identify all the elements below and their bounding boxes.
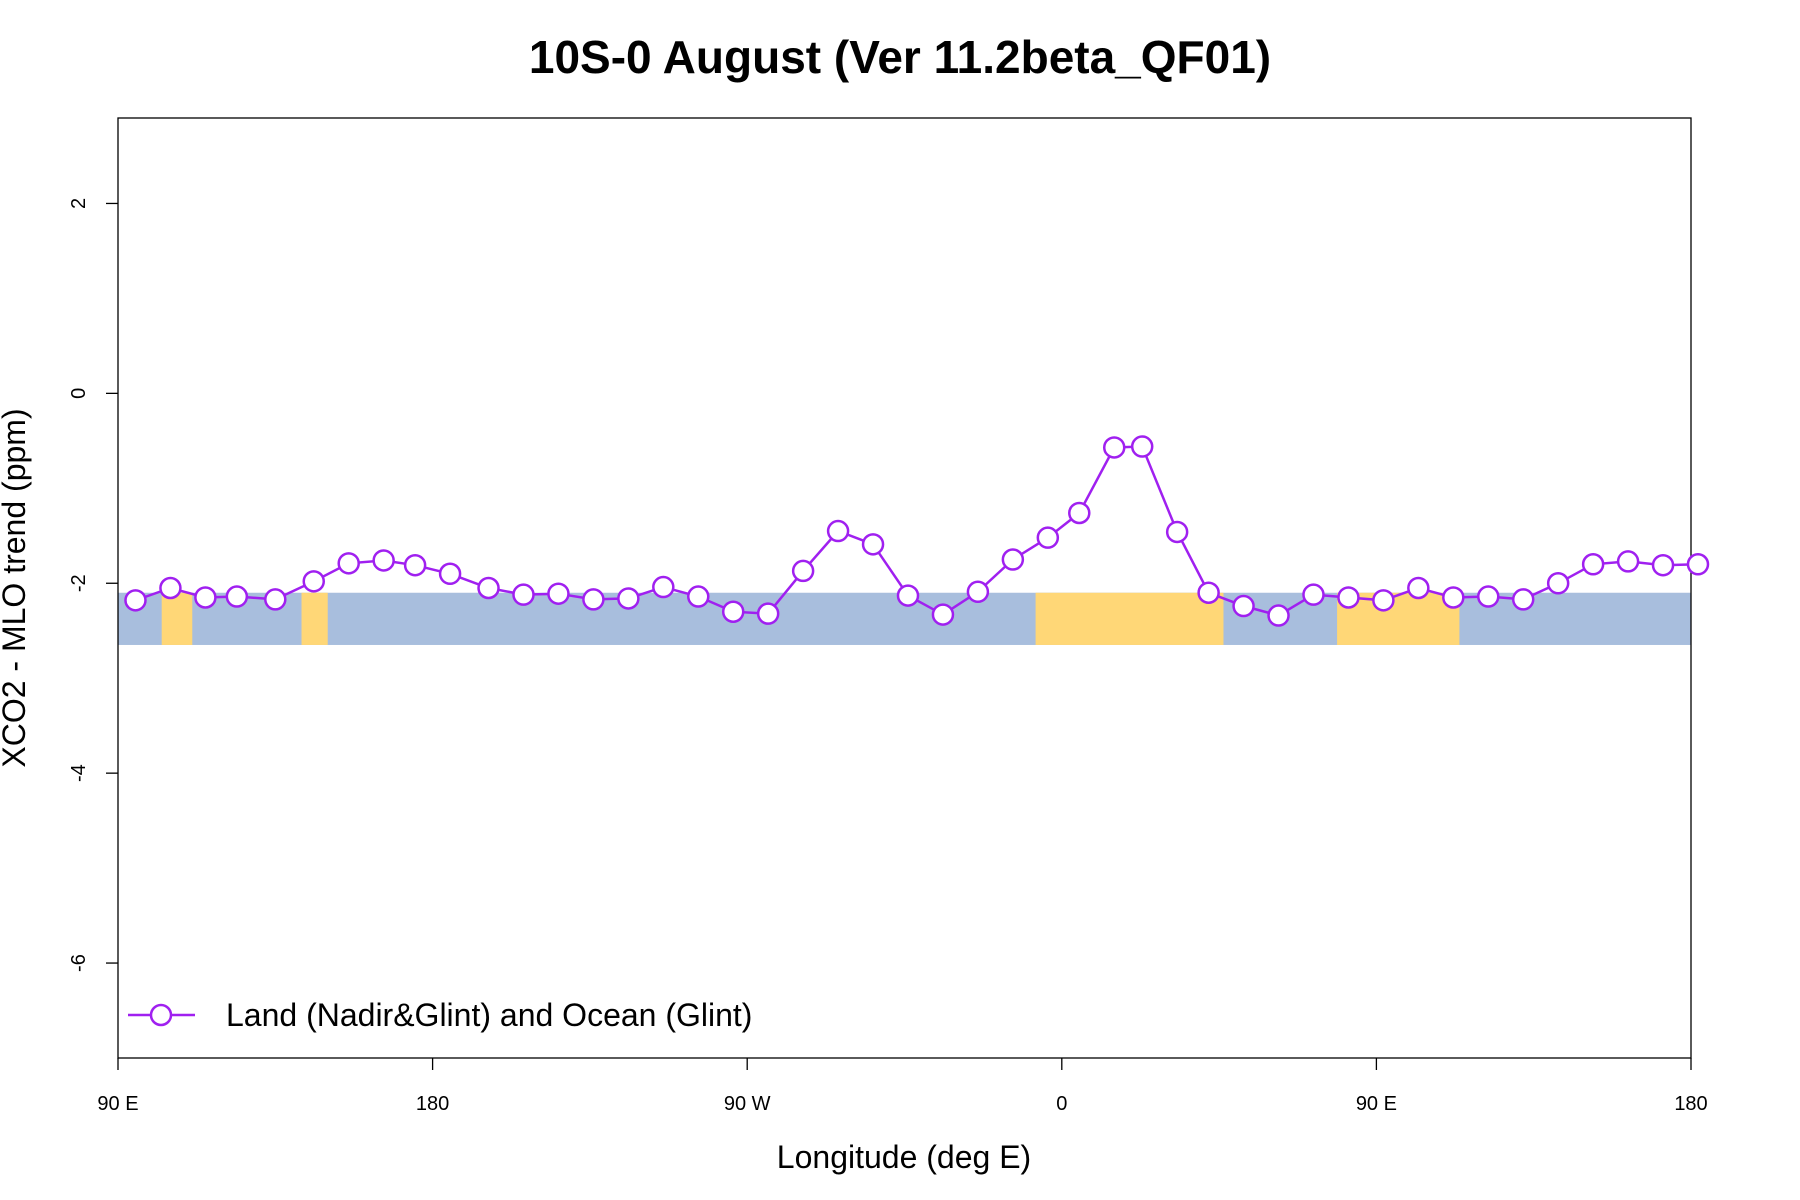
x-axis-title: Longitude (deg E) <box>777 1139 1031 1175</box>
x-tick-label: 90 E <box>97 1093 138 1115</box>
data-point <box>1001 548 1025 571</box>
series-line <box>135 445 1699 617</box>
data-point <box>896 584 920 607</box>
data-point <box>652 575 675 599</box>
x-tick-label: 180 <box>1674 1093 1707 1115</box>
data-point <box>582 588 605 611</box>
data-point <box>477 576 500 600</box>
chart-title: 10S-0 August (Ver 11.2beta_QF01) <box>528 31 1272 83</box>
data-point <box>826 519 850 543</box>
land-segment <box>1035 592 1224 645</box>
y-tick-label: 0 <box>68 388 90 399</box>
land-segment <box>301 592 328 645</box>
x-tick-label: 90 E <box>1356 1093 1397 1115</box>
data-point <box>1372 589 1395 612</box>
y-tick-label: -6 <box>68 954 90 972</box>
data-point <box>1477 585 1500 608</box>
series-layer <box>124 435 1710 627</box>
data-point <box>194 586 217 609</box>
data-point <box>1130 435 1154 458</box>
y-tick-label: -4 <box>68 764 90 782</box>
data-point <box>721 600 745 623</box>
data-point <box>1197 581 1220 604</box>
data-point <box>1337 586 1360 609</box>
data-point <box>791 559 815 583</box>
data-point <box>225 585 249 608</box>
data-point <box>1581 553 1605 576</box>
data-point <box>1686 553 1710 576</box>
land-segment <box>161 592 193 645</box>
data-point <box>1616 550 1640 573</box>
data-point <box>1068 501 1091 525</box>
data-point <box>1546 572 1570 595</box>
data-point <box>756 602 780 625</box>
plot-frame <box>117 117 1692 1059</box>
x-tick-label: 0 <box>1056 1093 1067 1115</box>
x-axis: 90 E 180 90 W 0 90 E 180 <box>97 1058 1708 1115</box>
y-axis-title: XCO2 - MLO trend (ppm) <box>0 408 32 767</box>
data-point <box>1036 526 1060 549</box>
data-point <box>372 549 395 572</box>
data-point <box>1651 553 1675 577</box>
data-point <box>966 580 990 604</box>
data-point <box>1407 576 1430 600</box>
data-point <box>1165 520 1189 544</box>
data-point <box>403 553 427 577</box>
data-point <box>547 582 570 605</box>
x-tick-label: 180 <box>416 1093 449 1115</box>
data-point <box>512 583 535 606</box>
y-tick-label: -2 <box>68 574 90 592</box>
data-point <box>337 552 360 575</box>
data-point <box>617 587 640 610</box>
data-point <box>687 585 710 608</box>
legend: Land (Nadir&Glint) and Ocean (Glint) <box>128 997 752 1033</box>
data-point <box>1302 583 1325 606</box>
data-point <box>124 589 147 612</box>
data-point <box>159 576 182 600</box>
y-axis: 2 0 -2 -4 -6 <box>68 198 118 972</box>
legend-label: Land (Nadir&Glint) and Ocean (Glint) <box>226 997 752 1033</box>
data-point <box>1267 604 1290 627</box>
legend-marker <box>149 1003 173 1027</box>
data-point <box>302 570 326 593</box>
data-point <box>438 562 462 586</box>
data-point <box>1511 588 1535 611</box>
data-point <box>1442 586 1465 609</box>
data-point <box>861 533 885 556</box>
x-tick-label: 90 W <box>724 1093 771 1115</box>
y-tick-label: 2 <box>68 198 90 209</box>
data-point <box>931 603 955 626</box>
data-point <box>264 588 287 611</box>
data-point <box>1232 594 1255 618</box>
data-point <box>1102 436 1126 459</box>
